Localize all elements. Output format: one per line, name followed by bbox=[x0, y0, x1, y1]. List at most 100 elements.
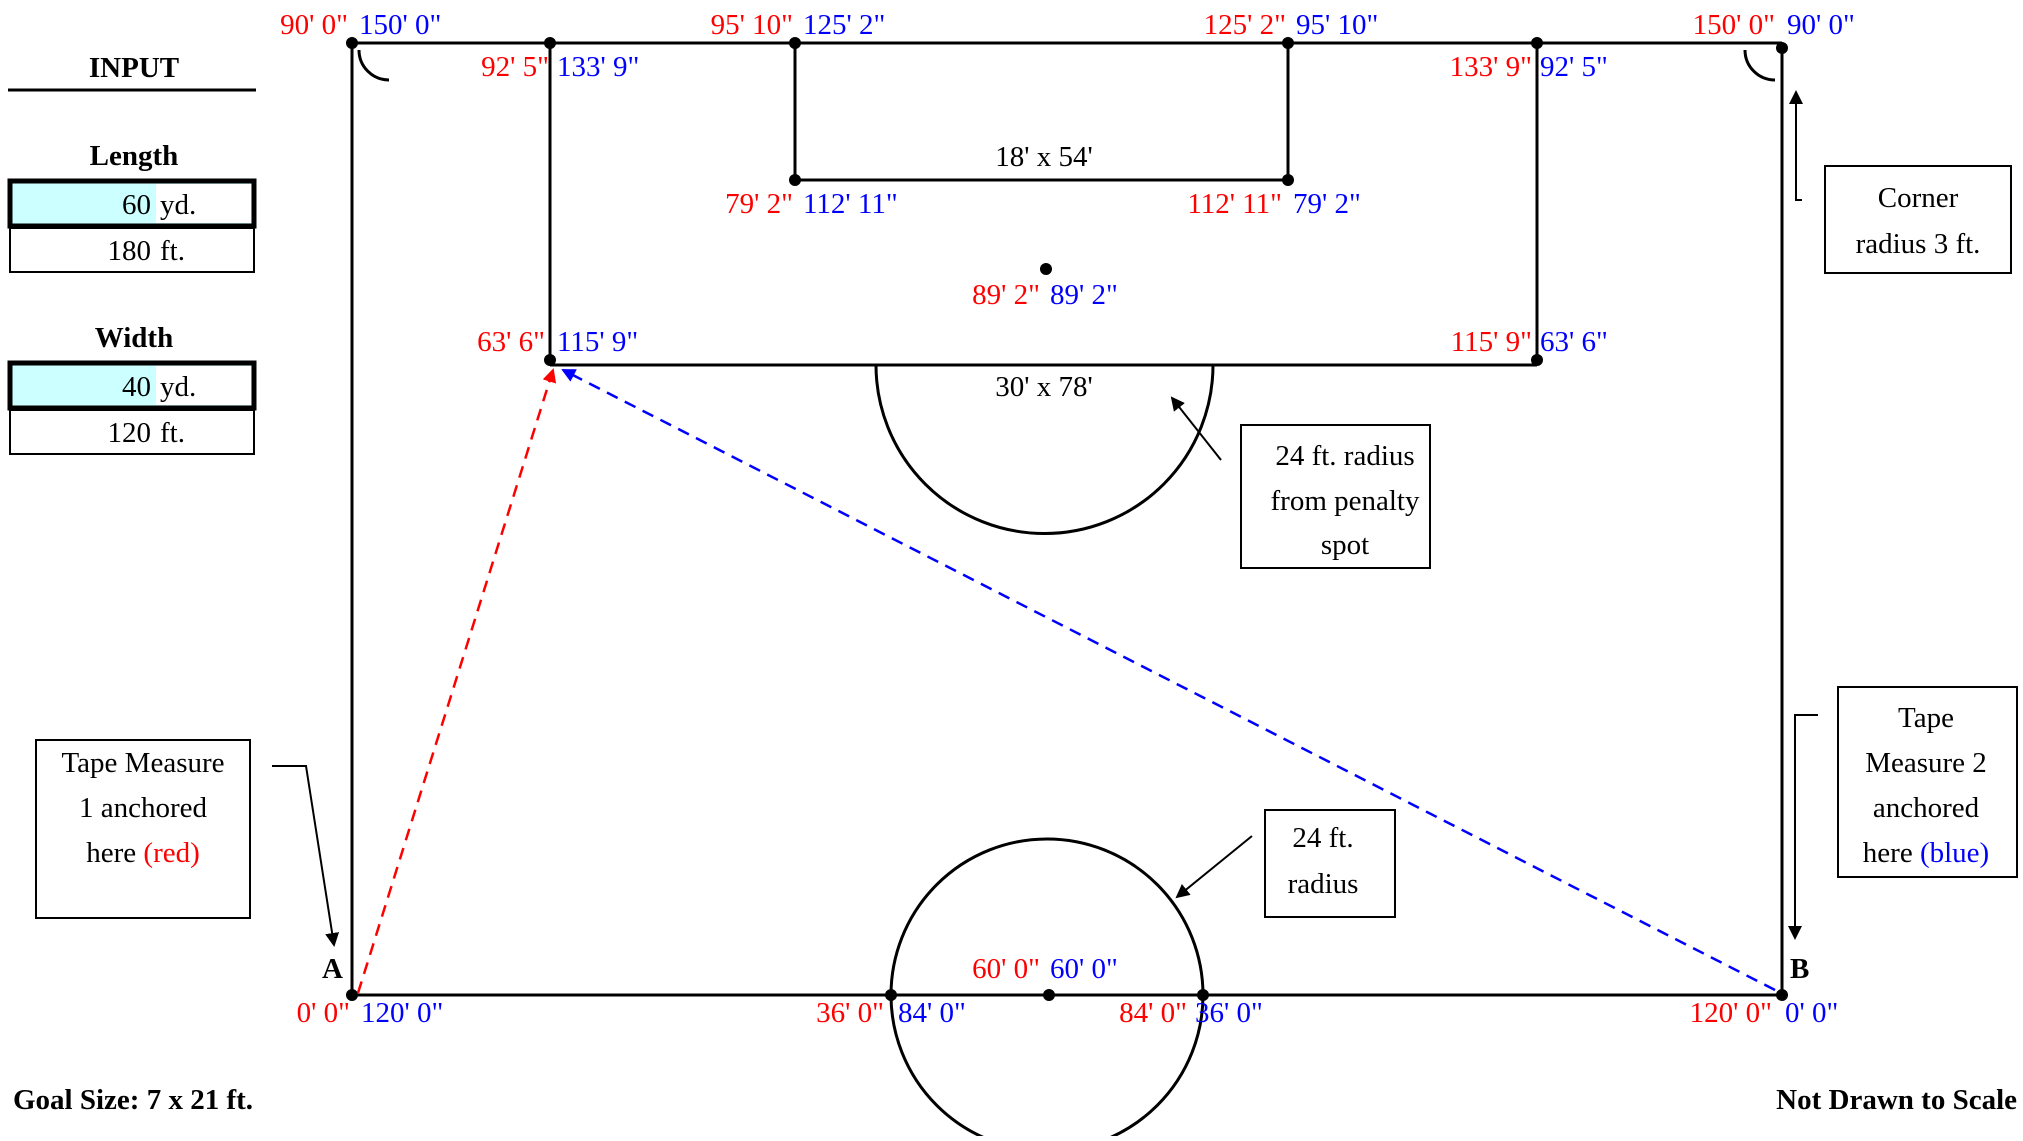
penalty-spot-blue: 89' 2" bbox=[1050, 279, 1118, 311]
top-left-corner-blue: 150' 0" bbox=[359, 9, 441, 41]
goal-top-right-red: 125' 2" bbox=[1204, 9, 1286, 41]
width-ft-value: 120 bbox=[108, 417, 152, 449]
tape1-callout: Tape Measure 1 anchored here (red) bbox=[35, 739, 251, 919]
point-anchor-a bbox=[346, 989, 358, 1001]
corner-radius-callout: Corner radius 3 ft. bbox=[1824, 165, 2012, 274]
penalty-area-dimension-label: 30' x 78' bbox=[995, 371, 1092, 403]
top-left-corner-red: 90' 0" bbox=[280, 9, 348, 41]
tape2-blue-word: (blue) bbox=[1920, 837, 1989, 869]
point-penalty-spot bbox=[1040, 263, 1052, 275]
center-circle-callout: 24 ft. radius bbox=[1264, 809, 1396, 918]
penalty-bottom-left-blue: 115' 9" bbox=[557, 326, 638, 358]
goal-box-dimension-label: 18' x 54' bbox=[995, 141, 1092, 173]
circle-right-red: 84' 0" bbox=[1119, 997, 1187, 1029]
penalty-top-left-red: 92' 5" bbox=[481, 51, 549, 83]
penalty-top-left-blue: 133' 9" bbox=[557, 51, 639, 83]
penalty-spot-red: 89' 2" bbox=[972, 279, 1040, 311]
point-goal-top-right bbox=[1282, 37, 1294, 49]
goal-bottom-right-blue: 79' 2" bbox=[1293, 188, 1361, 220]
points bbox=[346, 37, 1788, 1001]
tape1-callout-arrow bbox=[272, 765, 340, 947]
corner-arc-right bbox=[1743, 49, 1776, 82]
goal-top-left-blue: 125' 2" bbox=[803, 9, 885, 41]
circle-right-blue: 36' 0" bbox=[1195, 997, 1263, 1029]
tape1-here: here bbox=[86, 837, 143, 869]
center-mark-red: 60' 0" bbox=[972, 953, 1040, 985]
tape2-callout-line-1: Tape bbox=[1898, 702, 1954, 734]
input-panel: INPUT Length 60 yd. 180 ft. Width 40 yd.… bbox=[7, 52, 257, 455]
point-anchor-b bbox=[1776, 989, 1788, 1001]
penalty-arc-callout-line-3: spot bbox=[1321, 529, 1369, 561]
penalty-bottom-right-red: 115' 9" bbox=[1451, 326, 1532, 358]
tape2-callout-arrow bbox=[1788, 714, 1818, 940]
corner-callout-arrow bbox=[1789, 90, 1803, 201]
point-penalty-top-left bbox=[544, 37, 556, 49]
top-right-corner-red: 150' 0" bbox=[1693, 9, 1775, 41]
goal-bottom-left-red: 79' 2" bbox=[725, 188, 793, 220]
point-penalty-top-right bbox=[1531, 37, 1543, 49]
penalty-top-right-red: 133' 9" bbox=[1450, 51, 1532, 83]
top-right-corner-blue: 90' 0" bbox=[1787, 9, 1855, 41]
penalty-bottom-right-blue: 63' 6" bbox=[1540, 326, 1608, 358]
field-outline bbox=[350, 41, 1784, 997]
tape-measure-1-line bbox=[356, 368, 557, 994]
length-ft-value: 180 bbox=[108, 235, 152, 267]
center-circle-callout-line-2: radius bbox=[1288, 868, 1359, 900]
length-yd-value: 60 bbox=[122, 189, 151, 221]
point-top-left-corner bbox=[346, 37, 358, 49]
tape1-callout-line-1: Tape Measure bbox=[61, 747, 224, 779]
tape1-red-word: (red) bbox=[143, 837, 199, 869]
anchor-b-label: B bbox=[1790, 953, 1809, 985]
width-yd-value: 40 bbox=[122, 371, 151, 403]
anchor-a-label: A bbox=[322, 953, 343, 985]
penalty-bottom-left-red: 63' 6" bbox=[477, 326, 545, 358]
corner-callout-line-1: Corner bbox=[1878, 182, 1959, 214]
length-ft-unit: ft. bbox=[160, 235, 185, 267]
point-goal-top-left bbox=[789, 37, 801, 49]
tape1-callout-line-2: 1 anchored bbox=[79, 792, 208, 824]
goal-bottom-right-red: 112' 11" bbox=[1187, 188, 1282, 220]
point-goal-bottom-left bbox=[789, 174, 801, 186]
width-label: Width bbox=[95, 322, 173, 354]
penalty-top-right-blue: 92' 5" bbox=[1540, 51, 1608, 83]
goal-top-right-blue: 95' 10" bbox=[1296, 9, 1378, 41]
penalty-arc-callout-line-2: from penalty bbox=[1271, 485, 1420, 517]
penalty-arc-callout-arrow bbox=[1170, 396, 1222, 461]
length-ft-field bbox=[9, 227, 255, 273]
penalty-arc-callout: 24 ft. radius from penalty spot bbox=[1240, 424, 1431, 569]
point-center-mark bbox=[1043, 989, 1055, 1001]
center-mark-blue: 60' 0" bbox=[1050, 953, 1118, 985]
goal-top-left-red: 95' 10" bbox=[711, 9, 793, 41]
tape2-callout-line-2: Measure 2 bbox=[1865, 747, 1987, 779]
tape2-callout-line-3: anchored bbox=[1873, 792, 1980, 824]
goal-bottom-left-blue: 112' 11" bbox=[803, 188, 898, 220]
width-ft-unit: ft. bbox=[160, 417, 185, 449]
center-circle-callout-line-1: 24 ft. bbox=[1292, 822, 1353, 854]
point-penalty-bottom-left bbox=[544, 354, 556, 366]
tape1-callout-line-3: here (red) bbox=[86, 837, 200, 869]
point-goal-bottom-right bbox=[1282, 174, 1294, 186]
point-penalty-bottom-right bbox=[1531, 354, 1543, 366]
width-ft-field bbox=[9, 409, 255, 455]
point-circle-right bbox=[1197, 989, 1209, 1001]
length-label: Length bbox=[90, 140, 179, 172]
point-circle-left bbox=[885, 989, 897, 1001]
corner-arc-left bbox=[357, 49, 390, 82]
goal-box bbox=[793, 43, 1290, 182]
point-top-right-corner bbox=[1776, 42, 1788, 54]
length-yd-unit: yd. bbox=[160, 189, 196, 221]
anchor-b-blue: 0' 0" bbox=[1785, 997, 1838, 1029]
circle-left-blue: 84' 0" bbox=[898, 997, 966, 1029]
not-to-scale-note: Not Drawn to Scale bbox=[1776, 1084, 2017, 1116]
center-circle-callout-arrow bbox=[1175, 835, 1253, 899]
corner-callout-line-2: radius 3 ft. bbox=[1856, 228, 1981, 260]
anchor-a-blue: 120' 0" bbox=[361, 997, 443, 1029]
goal-size-note: Goal Size: 7 x 21 ft. bbox=[13, 1084, 253, 1116]
anchor-b-red: 120' 0" bbox=[1690, 997, 1772, 1029]
input-title: INPUT bbox=[89, 52, 179, 84]
measurement-labels: 90' 0" 150' 0" 150' 0" 90' 0" 95' 10" 12… bbox=[280, 9, 1855, 1029]
penalty-arc bbox=[874, 364, 1215, 535]
penalty-arc-callout-line-1: 24 ft. radius bbox=[1275, 440, 1414, 472]
